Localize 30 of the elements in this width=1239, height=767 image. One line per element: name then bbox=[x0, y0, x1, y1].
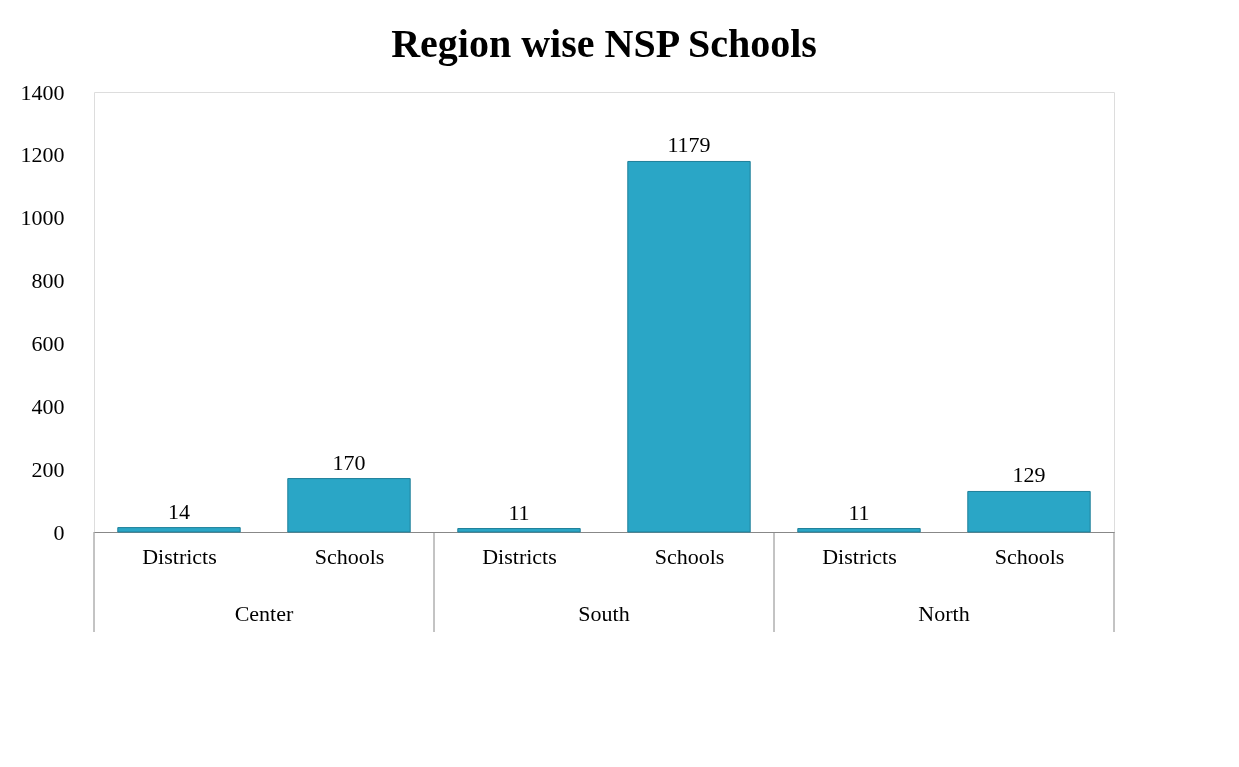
x-tick-label: Districts bbox=[482, 543, 557, 569]
y-tick-label: 1200 bbox=[20, 142, 65, 168]
text: North bbox=[918, 601, 970, 626]
data-label: 11 bbox=[508, 499, 530, 525]
data-label: 170 bbox=[332, 449, 366, 475]
y-tick-label: 1400 bbox=[20, 79, 65, 105]
text: South bbox=[578, 601, 630, 626]
x-tick-label: Districts bbox=[822, 543, 897, 569]
x-tick-label: Schools bbox=[314, 543, 385, 569]
y-tick-label: 800 bbox=[31, 268, 65, 294]
y-tick-label: 200 bbox=[31, 456, 65, 482]
bar bbox=[117, 527, 241, 533]
text: Center bbox=[234, 601, 294, 626]
data-label: 129 bbox=[1012, 462, 1046, 488]
x-tick-label: Schools bbox=[994, 543, 1065, 569]
data-label: 11 bbox=[848, 499, 870, 525]
bar bbox=[967, 490, 1091, 533]
data-label: 14 bbox=[168, 498, 190, 524]
bar bbox=[797, 528, 921, 533]
x-tick-label: Districts bbox=[142, 543, 217, 569]
y-tick-label: 1000 bbox=[20, 205, 65, 231]
x-tick-label: Schools bbox=[654, 543, 725, 569]
y-tick-label: 400 bbox=[31, 393, 65, 419]
y-tick-label: 600 bbox=[31, 330, 65, 356]
chart-title: Region wise NSP Schools bbox=[391, 21, 817, 66]
data-label: 1179 bbox=[667, 132, 711, 158]
bar bbox=[457, 528, 581, 533]
bar bbox=[287, 478, 411, 533]
y-tick-label: 0 bbox=[53, 519, 65, 545]
bar bbox=[627, 160, 751, 533]
